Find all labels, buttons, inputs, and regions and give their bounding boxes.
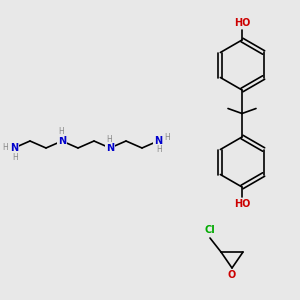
Text: Cl: Cl xyxy=(205,225,215,235)
Text: N: N xyxy=(154,136,162,146)
Text: O: O xyxy=(228,270,236,280)
Text: H: H xyxy=(2,142,8,152)
Text: N: N xyxy=(10,143,18,153)
Text: H: H xyxy=(12,152,18,161)
Text: HO: HO xyxy=(234,18,250,28)
Text: N: N xyxy=(58,136,66,146)
Text: HO: HO xyxy=(234,199,250,209)
Text: H: H xyxy=(58,128,64,136)
Text: H: H xyxy=(164,134,170,142)
Text: H: H xyxy=(106,134,112,143)
Text: H: H xyxy=(156,146,162,154)
Text: N: N xyxy=(106,143,114,153)
